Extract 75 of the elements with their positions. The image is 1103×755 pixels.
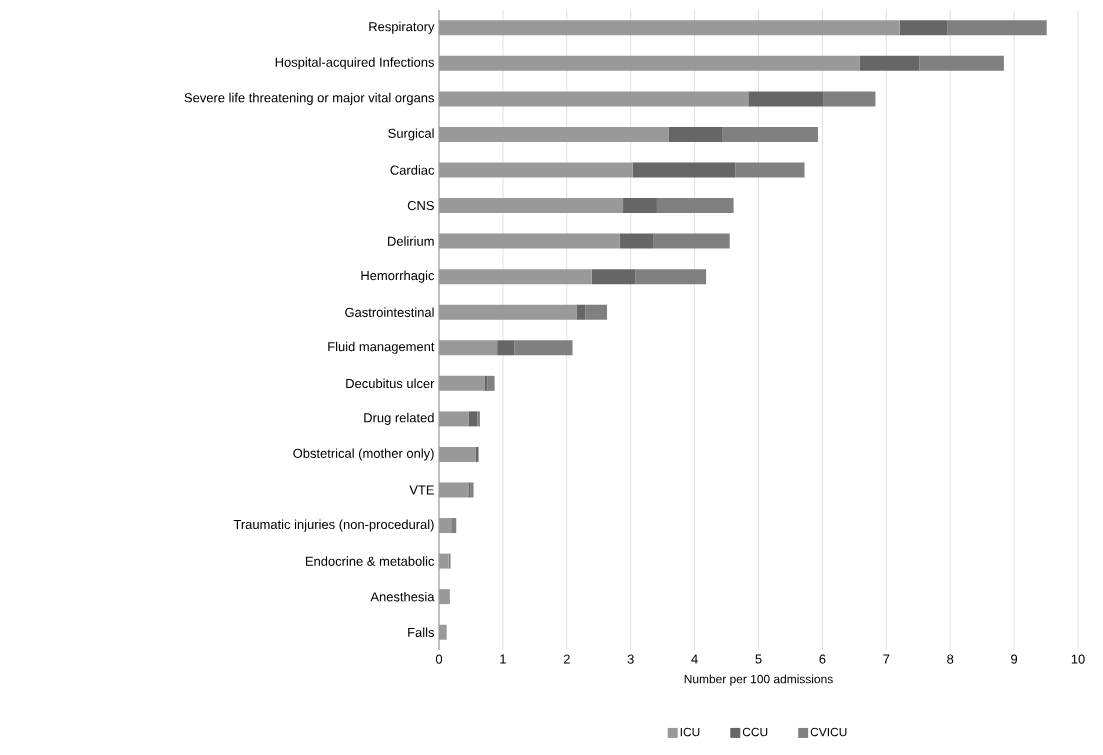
x-tick-label: 5 <box>755 654 762 664</box>
y-tick-label: Obstetrical (mother only) <box>293 448 434 461</box>
legend-label: ICU <box>680 727 700 737</box>
y-tick-label: Respiratory <box>369 21 435 34</box>
x-tick-label: 0 <box>435 654 443 664</box>
bar <box>487 375 495 391</box>
y-tick-label: VTE <box>409 485 434 495</box>
y-tick-label: Anesthesia <box>370 591 435 602</box>
bar <box>623 198 657 214</box>
bar <box>439 304 577 320</box>
y-tick-label: Drug related <box>364 412 434 425</box>
bar <box>439 269 592 285</box>
y-tick-label: Surgical <box>388 128 434 141</box>
y-tick-label: Hospital-acquired Infections <box>275 57 434 70</box>
bar <box>585 304 608 320</box>
x-tick-label: 4 <box>691 654 698 664</box>
x-tick-label: 3 <box>627 654 634 664</box>
bar <box>439 446 476 462</box>
bar <box>439 482 469 498</box>
x-tick-label: 6 <box>819 654 826 664</box>
bar <box>635 269 707 285</box>
bar <box>514 340 573 356</box>
bar <box>439 55 860 71</box>
x-tick-label: 9 <box>1011 654 1018 664</box>
bar <box>947 20 1047 36</box>
y-tick-label: Traumatic injuries (non-procedural) <box>233 519 434 532</box>
bar <box>656 198 734 214</box>
bar <box>439 375 485 391</box>
bar <box>497 340 515 356</box>
bar <box>919 55 1004 71</box>
bar <box>439 589 450 605</box>
y-tick-label: Endocrine & metabolic <box>305 556 435 566</box>
y-tick-label: Falls <box>408 627 435 637</box>
y-tick-label: Gastrointestinal <box>345 307 434 317</box>
bar <box>632 162 736 178</box>
bar <box>859 55 920 71</box>
bar <box>576 304 586 320</box>
bar <box>439 198 624 214</box>
bar <box>439 233 620 249</box>
bar <box>477 411 480 427</box>
x-tick-label: 2 <box>563 654 570 664</box>
y-tick-label: Fluid management <box>328 341 435 354</box>
y-tick-label: CNS <box>407 200 434 211</box>
legend-label: CVICU <box>810 727 847 737</box>
x-axis-title: Number per 100 admissions <box>684 674 833 686</box>
bar <box>439 20 900 36</box>
y-tick-label: Decubitus ulcer <box>346 378 435 389</box>
bar <box>468 411 478 427</box>
bar <box>899 20 948 36</box>
bar <box>722 126 818 142</box>
bar <box>439 162 633 178</box>
bar <box>439 518 452 534</box>
bar <box>823 91 876 107</box>
bar <box>439 126 669 142</box>
x-tick-label: 10 <box>1071 654 1085 664</box>
y-tick-label: Hemorrhagic <box>361 270 435 283</box>
y-tick-label: Cardiac <box>390 165 435 175</box>
x-tick-label: 1 <box>500 654 506 664</box>
y-tick-label: Severe life threatening or major vital organs <box>184 92 434 105</box>
y-tick-label: Delirium <box>388 236 434 246</box>
bar <box>735 162 805 178</box>
bar <box>439 91 749 107</box>
bar <box>439 553 449 569</box>
bar <box>439 624 447 640</box>
bar <box>591 269 636 285</box>
bar <box>653 233 730 249</box>
bar <box>439 411 469 427</box>
bar <box>439 340 498 356</box>
bar <box>668 126 723 142</box>
x-tick-label: 8 <box>947 654 954 664</box>
bar <box>451 518 457 534</box>
bar <box>748 91 824 107</box>
x-tick-label: 7 <box>883 654 890 664</box>
bar <box>619 233 654 249</box>
legend-label: CCU <box>742 727 768 737</box>
